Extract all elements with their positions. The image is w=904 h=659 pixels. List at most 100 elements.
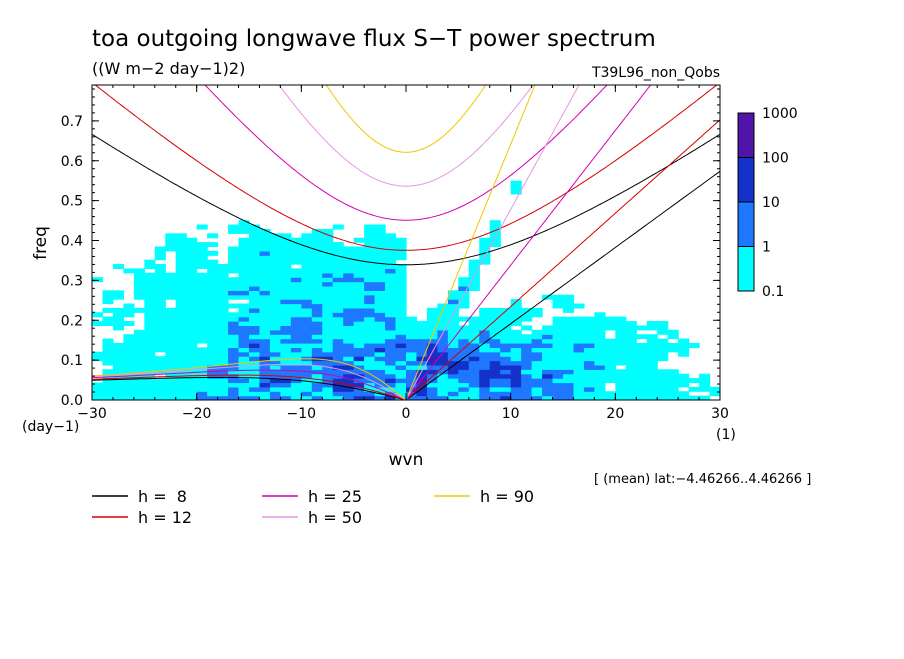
spectrum-cell bbox=[374, 281, 386, 287]
spectrum-cell bbox=[395, 299, 407, 305]
spectrum-cell bbox=[489, 338, 501, 344]
spectrum-cell bbox=[154, 364, 166, 370]
spectrum-cell bbox=[322, 347, 334, 353]
spectrum-cell bbox=[249, 224, 261, 230]
spectrum-cell bbox=[510, 378, 522, 384]
spectrum-cell bbox=[374, 228, 386, 234]
spectrum-cell bbox=[573, 395, 585, 400]
spectrum-cell bbox=[604, 369, 616, 375]
spectrum-cell bbox=[510, 312, 522, 318]
spectrum-cell bbox=[510, 369, 522, 375]
colorbar-box bbox=[737, 201, 755, 247]
spectrum-cell bbox=[625, 391, 637, 397]
spectrum-cell bbox=[636, 334, 648, 340]
spectrum-cell bbox=[594, 373, 606, 379]
spectrum-cell bbox=[552, 369, 564, 375]
spectrum-cell bbox=[667, 391, 679, 397]
spectrum-cell bbox=[531, 329, 543, 335]
spectrum-cell bbox=[646, 391, 658, 397]
spectrum-cell bbox=[154, 299, 166, 305]
spectrum-cell bbox=[217, 382, 229, 388]
spectrum-cell bbox=[290, 250, 302, 256]
spectrum-cell bbox=[269, 334, 281, 340]
spectrum-cell bbox=[374, 277, 386, 283]
spectrum-cell bbox=[468, 259, 480, 265]
spectrum-cell bbox=[385, 250, 397, 256]
spectrum-cell bbox=[489, 228, 501, 234]
spectrum-cell bbox=[563, 316, 575, 322]
spectrum-cell bbox=[426, 334, 438, 340]
spectrum-cell bbox=[269, 277, 281, 283]
spectrum-cell bbox=[269, 386, 281, 392]
spectrum-cell bbox=[364, 329, 376, 335]
spectrum-cell bbox=[322, 307, 334, 313]
spectrum-cell bbox=[563, 386, 575, 392]
spectrum-cell bbox=[374, 285, 386, 291]
spectrum-cell bbox=[385, 373, 397, 379]
spectrum-cell bbox=[479, 347, 491, 353]
spectrum-cell bbox=[489, 356, 501, 362]
spectrum-cell bbox=[563, 351, 575, 357]
spectrum-cell bbox=[249, 351, 261, 357]
spectrum-cell bbox=[385, 386, 397, 392]
spectrum-cell bbox=[447, 395, 459, 400]
spectrum-cell bbox=[353, 281, 365, 287]
spectrum-cell bbox=[468, 382, 480, 388]
spectrum-cell bbox=[217, 369, 229, 375]
x-tick-label: −10 bbox=[287, 406, 317, 422]
spectrum-cell bbox=[259, 294, 271, 300]
spectrum-cell bbox=[353, 351, 365, 357]
spectrum-cell bbox=[364, 369, 376, 375]
spectrum-cell bbox=[196, 321, 208, 327]
spectrum-cell bbox=[249, 228, 261, 234]
spectrum-cell bbox=[604, 316, 616, 322]
spectrum-cell bbox=[175, 299, 187, 305]
spectrum-cell bbox=[437, 321, 449, 327]
spectrum-cell bbox=[186, 369, 198, 375]
spectrum-cell bbox=[458, 391, 470, 397]
spectrum-cell bbox=[311, 347, 323, 353]
spectrum-cell bbox=[563, 325, 575, 331]
spectrum-cell bbox=[238, 264, 250, 270]
spectrum-cell bbox=[531, 351, 543, 357]
spectrum-cell bbox=[112, 307, 124, 313]
spectrum-cell bbox=[196, 312, 208, 318]
spectrum-cell bbox=[269, 299, 281, 305]
spectrum-cell bbox=[217, 299, 229, 305]
spectrum-cell bbox=[636, 391, 648, 397]
spectrum-cell bbox=[489, 242, 501, 248]
spectrum-cell bbox=[636, 378, 648, 384]
spectrum-cell bbox=[144, 360, 156, 366]
spectrum-cell bbox=[165, 242, 177, 248]
spectrum-cell bbox=[238, 228, 250, 234]
spectrum-cell bbox=[353, 369, 365, 375]
spectrum-cell bbox=[249, 255, 261, 261]
spectrum-cell bbox=[301, 299, 313, 305]
spectrum-cell bbox=[426, 360, 438, 366]
spectrum-cell bbox=[207, 360, 219, 366]
spectrum-cell bbox=[521, 382, 533, 388]
spectrum-cell bbox=[542, 391, 554, 397]
spectrum-cell bbox=[531, 356, 543, 362]
spectrum-cell bbox=[479, 321, 491, 327]
y-tick-label: 0.3 bbox=[61, 273, 83, 289]
spectrum-cell bbox=[468, 386, 480, 392]
spectrum-cell bbox=[709, 386, 720, 392]
spectrum-cell bbox=[207, 373, 219, 379]
spectrum-cell bbox=[531, 373, 543, 379]
spectrum-cell bbox=[238, 351, 250, 357]
spectrum-cell bbox=[207, 347, 219, 353]
spectrum-cell bbox=[479, 369, 491, 375]
spectrum-cell bbox=[646, 382, 658, 388]
spectrum-cell bbox=[395, 329, 407, 335]
spectrum-cell bbox=[290, 307, 302, 313]
spectrum-cell bbox=[123, 391, 135, 397]
spectrum-cell bbox=[144, 285, 156, 291]
spectrum-cell bbox=[521, 395, 533, 400]
spectrum-cell bbox=[332, 264, 344, 270]
dispersion-set-90 bbox=[92, 85, 536, 400]
spectrum-cell bbox=[594, 329, 606, 335]
spectrum-cell bbox=[311, 237, 323, 243]
spectrum-cell bbox=[510, 364, 522, 370]
spectrum-cell bbox=[259, 272, 271, 278]
